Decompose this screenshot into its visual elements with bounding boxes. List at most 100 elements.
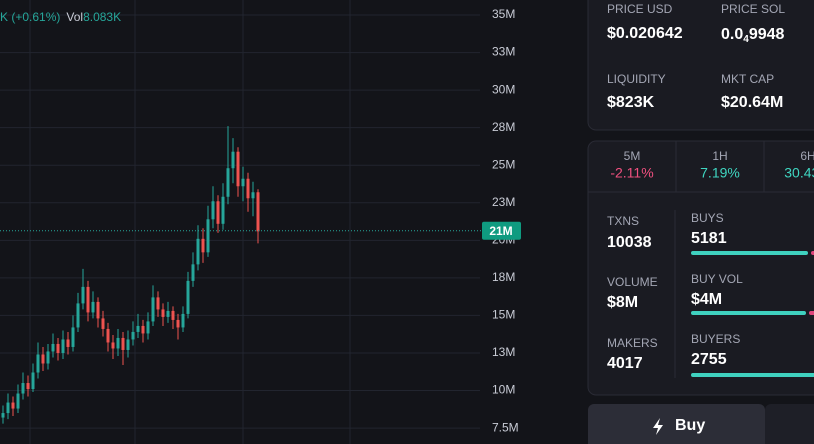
value: $8M bbox=[607, 294, 638, 311]
ratio-bar bbox=[811, 251, 814, 255]
label: VOLUME bbox=[607, 275, 658, 289]
stats-card bbox=[587, 140, 814, 396]
candle-body bbox=[206, 219, 210, 253]
candle-body bbox=[141, 325, 145, 334]
label: BUYS bbox=[691, 211, 724, 225]
candle-body bbox=[21, 383, 25, 394]
label: TXNS bbox=[607, 214, 639, 228]
candle-body bbox=[161, 309, 165, 317]
y-tick-label: 33M bbox=[492, 45, 515, 59]
change: K (+0.61%) bbox=[0, 10, 60, 24]
candle-body bbox=[26, 383, 30, 390]
candle-body bbox=[46, 351, 50, 364]
candle-body bbox=[31, 372, 35, 390]
value: 0.049948 bbox=[721, 26, 785, 44]
candle-body bbox=[56, 343, 60, 353]
volume-label: Vol bbox=[66, 10, 83, 24]
candle-body bbox=[196, 238, 200, 265]
ratio-bar bbox=[691, 373, 814, 377]
candle-body bbox=[226, 168, 230, 197]
price-card bbox=[587, 0, 814, 131]
label: LIQUIDITY bbox=[607, 72, 666, 86]
candle-body bbox=[246, 178, 250, 199]
tab-label: 6H bbox=[800, 149, 814, 163]
candle-body bbox=[6, 402, 10, 414]
candle-body bbox=[51, 343, 55, 352]
bolt-icon bbox=[653, 418, 663, 435]
tab-change: -2.11% bbox=[610, 165, 653, 181]
y-tick-label: 7.5M bbox=[492, 420, 519, 434]
candles bbox=[1, 126, 260, 424]
candle-body bbox=[81, 286, 85, 304]
candle-body bbox=[221, 196, 225, 224]
value-lead: 0.0 bbox=[721, 26, 743, 43]
candle-body bbox=[151, 297, 155, 322]
y-tick-label: 35M bbox=[492, 7, 515, 21]
candle-body bbox=[106, 328, 110, 343]
tab-bg bbox=[765, 404, 814, 444]
price-tag bbox=[482, 221, 521, 240]
candle-body bbox=[256, 192, 260, 232]
candle-body bbox=[16, 393, 20, 409]
grid bbox=[0, 0, 480, 444]
y-axis: 35M33M30M28M25M23M20M18M15M13M10M7.5M bbox=[492, 7, 519, 434]
timeframe-tab[interactable]: 6H 30.43% bbox=[784, 149, 814, 181]
value: 4017 bbox=[607, 355, 643, 372]
value: 5181 bbox=[691, 230, 727, 247]
candle-body bbox=[216, 201, 220, 224]
timeframe-tab[interactable]: 5M -2.11% bbox=[610, 149, 653, 181]
y-tick-label: 18M bbox=[492, 270, 515, 284]
candle-body bbox=[111, 342, 115, 349]
candle-body bbox=[91, 301, 95, 313]
candle-body bbox=[176, 319, 180, 328]
candle-body bbox=[171, 310, 175, 320]
tab-change: 30.43% bbox=[784, 165, 814, 181]
label: MKT CAP bbox=[721, 72, 774, 86]
tab-label: 5M bbox=[624, 149, 641, 163]
volume: 8.083K bbox=[83, 10, 121, 24]
timeframe-tab[interactable]: 1H 7.19% bbox=[700, 149, 740, 181]
y-tick-label: 28M bbox=[492, 120, 515, 134]
candle-body bbox=[156, 297, 160, 310]
candle-body bbox=[1, 413, 5, 418]
candle-body bbox=[41, 354, 45, 364]
chart-header: K (+0.61%) Vol8.083K bbox=[0, 10, 121, 24]
ratio-bar bbox=[691, 251, 808, 255]
candle-body bbox=[66, 339, 70, 347]
value: 10038 bbox=[607, 234, 652, 251]
candle-body bbox=[11, 402, 15, 409]
candle-body bbox=[71, 327, 75, 347]
ratio-bar bbox=[809, 311, 814, 315]
tab-label: 1H bbox=[712, 149, 727, 163]
y-tick-label: 30M bbox=[492, 82, 515, 96]
candle-body bbox=[126, 339, 130, 350]
candle-body bbox=[116, 337, 120, 349]
candle-body bbox=[236, 151, 240, 187]
candle-body bbox=[201, 238, 205, 253]
candle-body bbox=[131, 331, 135, 340]
value: 2755 bbox=[691, 351, 727, 368]
label: PRICE SOL bbox=[721, 2, 785, 16]
candle-body bbox=[166, 310, 170, 317]
ratio-bar bbox=[691, 311, 806, 315]
value-digits: 9948 bbox=[749, 26, 785, 43]
candle-body bbox=[211, 201, 215, 220]
button-label: Buy bbox=[675, 417, 705, 434]
candle-body bbox=[121, 337, 125, 350]
y-tick-label: 23M bbox=[492, 195, 515, 209]
candle-body bbox=[96, 301, 100, 319]
candle-body bbox=[191, 264, 195, 281]
button-bg bbox=[588, 404, 765, 444]
candle-body bbox=[136, 325, 140, 332]
candle-body bbox=[36, 354, 40, 373]
buy-button[interactable]: Buy bbox=[588, 404, 765, 444]
value: $823K bbox=[607, 94, 655, 111]
y-tick-label: 10M bbox=[492, 383, 515, 397]
value: $20.64M bbox=[721, 94, 783, 111]
candle-body bbox=[181, 313, 185, 328]
candle-body bbox=[101, 318, 105, 329]
price-tag-label: 21M bbox=[489, 224, 512, 238]
y-tick-label: 13M bbox=[492, 345, 515, 359]
candle-body bbox=[61, 339, 65, 353]
